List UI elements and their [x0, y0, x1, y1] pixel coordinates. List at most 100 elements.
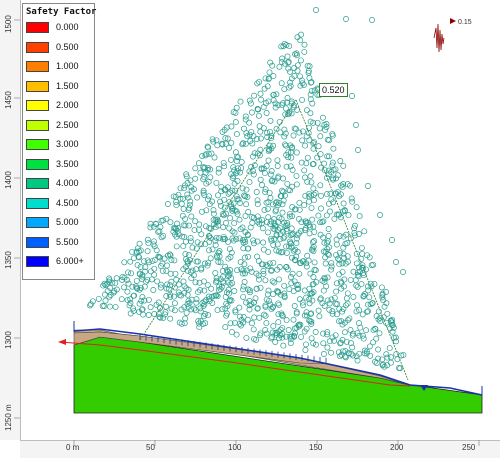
slip-center-marker [258, 96, 264, 103]
slip-center-marker [205, 178, 212, 185]
slip-center-marker [141, 297, 148, 304]
slip-center-marker [274, 163, 281, 169]
slip-center-marker [241, 125, 247, 132]
slip-center-marker [197, 169, 204, 176]
slip-center-marker [378, 284, 385, 291]
slip-center-marker [283, 249, 290, 256]
slip-center-marker [261, 85, 268, 92]
slip-center-marker [310, 248, 317, 254]
slip-center-marker [140, 311, 147, 318]
slip-center-marker [288, 333, 295, 340]
slip-center-marker [320, 340, 327, 347]
slip-center-marker [323, 331, 330, 338]
slip-center-marker [191, 227, 198, 234]
slip-center-marker [173, 243, 180, 250]
slip-center-marker [134, 285, 141, 292]
slip-center-marker [334, 311, 340, 318]
slip-center-marker [353, 308, 360, 315]
slip-center-marker [214, 307, 221, 314]
slip-center-marker [336, 233, 343, 239]
slip-center-marker [299, 96, 306, 103]
slip-center-marker [288, 244, 295, 251]
slip-center-marker [144, 248, 151, 255]
slip-center-marker [262, 312, 269, 319]
slip-center-marker [375, 346, 382, 353]
slip-center-marker [242, 113, 249, 120]
slip-center-marker [315, 143, 322, 150]
x-tick-label: 150 [309, 443, 323, 452]
slip-center-marker [230, 200, 237, 207]
slip-center-marker [268, 267, 275, 274]
slip-center-marker [269, 62, 276, 69]
slip-center-marker [307, 96, 314, 103]
slip-center-marker [343, 231, 350, 238]
slip-center-marker [167, 315, 174, 322]
slip-center-marker [174, 228, 181, 235]
slip-center-marker [276, 335, 283, 342]
slip-center-marker [167, 219, 174, 226]
slip-center-marker [317, 133, 324, 140]
slip-center-marker [379, 362, 386, 369]
slip-center-marker [293, 181, 300, 188]
slip-center-marker [365, 183, 371, 189]
slip-center-marker [285, 186, 292, 193]
slip-center-marker [227, 281, 234, 288]
slip-center-marker [193, 245, 200, 252]
slip-center-marker [338, 351, 345, 358]
slip-center-grid[interactable] [87, 7, 407, 372]
slip-center-marker [235, 154, 242, 161]
slip-center-marker [324, 136, 331, 143]
slip-center-marker [326, 153, 333, 160]
slip-center-marker [233, 208, 240, 215]
slip-center-marker [242, 254, 248, 261]
slip-center-marker [242, 140, 249, 147]
slip-center-marker [168, 257, 175, 263]
slip-center-marker [144, 276, 151, 283]
slip-center-marker [278, 59, 285, 65]
slip-center-marker [400, 269, 406, 275]
slip-center-marker [369, 300, 376, 307]
slip-center-marker [200, 176, 207, 183]
slip-center-marker [287, 68, 293, 75]
slip-center-marker [244, 231, 251, 238]
slip-center-marker [355, 147, 361, 153]
slip-center-marker [173, 233, 180, 240]
slip-center-marker [350, 294, 357, 300]
slip-center-marker [197, 287, 204, 294]
slip-center-marker [308, 290, 315, 297]
slip-center-marker [89, 298, 96, 305]
slip-center-marker [223, 267, 230, 274]
legend-value: 2.500 [56, 119, 79, 130]
slip-center-marker [121, 284, 127, 291]
slip-center-marker [129, 283, 136, 290]
slip-center-marker [291, 333, 297, 339]
slip-center-marker [302, 218, 309, 225]
x-tick-label: 0 m [66, 443, 80, 452]
slip-center-marker [151, 271, 158, 278]
slip-center-marker [278, 310, 285, 317]
slip-center-marker [186, 257, 193, 264]
slip-center-marker [225, 255, 232, 262]
slip-center-marker [182, 315, 189, 322]
slip-center-marker [307, 118, 314, 125]
slip-center-marker [305, 198, 312, 205]
slip-center-marker [373, 360, 380, 366]
slip-center-marker [262, 327, 269, 333]
slip-center-marker [233, 158, 240, 165]
slip-center-marker [270, 242, 277, 248]
slip-center-marker [277, 225, 284, 232]
slip-center-marker [336, 257, 343, 264]
slip-center-marker [149, 257, 156, 264]
slip-center-marker [340, 208, 347, 215]
slip-center-marker [217, 202, 224, 209]
slip-center-marker [229, 280, 236, 287]
slip-center-marker [393, 338, 399, 345]
slip-center-marker [226, 225, 233, 232]
slip-center-marker [243, 130, 250, 137]
slip-center-marker [130, 292, 137, 299]
slip-center-marker [141, 283, 148, 290]
slip-center-marker [254, 201, 261, 208]
slip-center-marker [213, 252, 220, 259]
slip-center-marker [207, 166, 214, 173]
